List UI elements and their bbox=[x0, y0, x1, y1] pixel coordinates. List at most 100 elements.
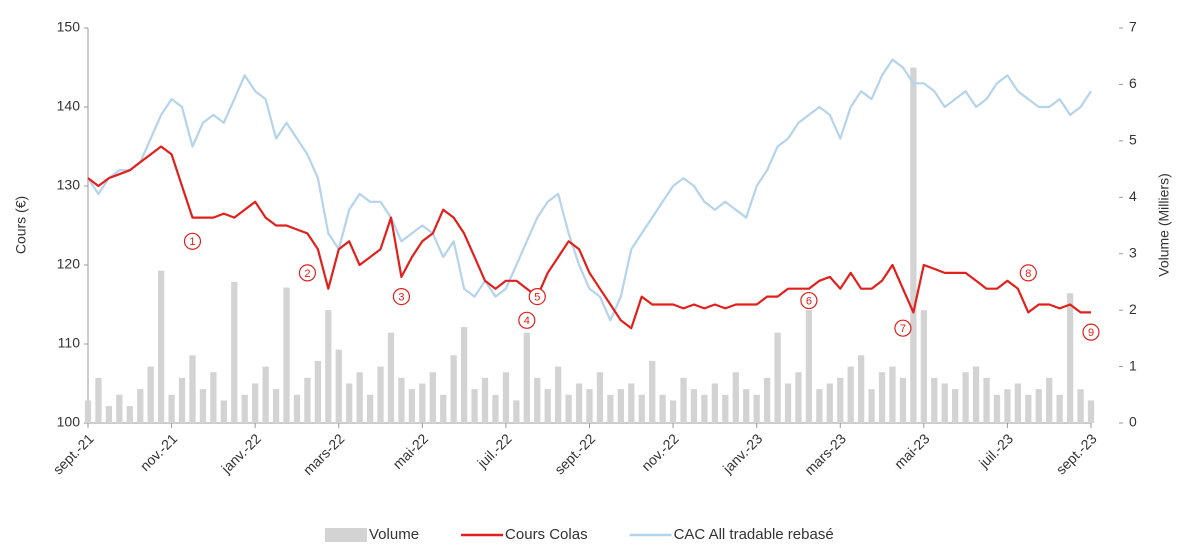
volume-bar bbox=[283, 287, 290, 423]
y-tick-label: 110 bbox=[58, 335, 81, 351]
volume-bar bbox=[168, 394, 175, 423]
volume-bar bbox=[983, 377, 990, 423]
y-tick-label: 150 bbox=[57, 19, 81, 35]
volume-bar bbox=[753, 394, 760, 423]
volume-bar bbox=[565, 394, 572, 423]
volume-bar bbox=[1077, 389, 1084, 423]
annotation-label: 1 bbox=[189, 236, 195, 248]
y2-tick-label: 4 bbox=[1129, 188, 1137, 204]
x-tick-label: juil.-23 bbox=[975, 430, 1016, 471]
volume-bar bbox=[314, 360, 321, 423]
volume-bar bbox=[147, 366, 154, 423]
volume-bar bbox=[387, 332, 395, 423]
volume-bar bbox=[262, 366, 269, 423]
volume-bar bbox=[178, 377, 186, 423]
volume-bar bbox=[972, 366, 980, 423]
annotation-label: 9 bbox=[1088, 327, 1094, 339]
volume-bar bbox=[335, 349, 342, 423]
volume-bar bbox=[293, 394, 301, 423]
annotation-marker bbox=[1019, 264, 1037, 282]
volume-bar bbox=[513, 400, 520, 423]
volume-bar bbox=[272, 389, 280, 423]
x-tick-label: sept.-21 bbox=[50, 430, 97, 477]
volume-bar bbox=[1046, 377, 1053, 423]
volume-bar bbox=[460, 327, 468, 423]
volume-bar bbox=[858, 355, 865, 423]
y2-tick-label: 1 bbox=[1129, 357, 1137, 373]
volume-bar bbox=[952, 389, 959, 423]
volume-bar bbox=[575, 383, 583, 423]
volume-bar bbox=[889, 366, 896, 423]
volume-bar bbox=[931, 377, 938, 423]
volume-bar bbox=[325, 310, 332, 423]
x-tick-label: sept.-23 bbox=[1053, 430, 1100, 477]
volume-bar bbox=[1025, 394, 1032, 423]
volume-bar bbox=[774, 332, 781, 423]
annotation-label: 4 bbox=[524, 315, 530, 327]
volume-bar bbox=[649, 360, 656, 423]
legend-label: CAC All tradable rebasé bbox=[674, 526, 834, 543]
volume-bar bbox=[534, 377, 541, 423]
volume-bar bbox=[993, 394, 1001, 423]
volume-bar bbox=[471, 389, 478, 423]
x-tick-label: mars-23 bbox=[801, 430, 849, 478]
volume-bar bbox=[356, 372, 363, 423]
legend-label: Volume bbox=[369, 526, 419, 543]
annotation-marker bbox=[518, 311, 536, 329]
volume-bar bbox=[722, 394, 729, 423]
volume-bar bbox=[826, 383, 833, 423]
annotation-marker bbox=[1082, 323, 1100, 341]
volume-bar bbox=[241, 394, 248, 423]
volume-bar bbox=[868, 389, 875, 423]
annotation-label: 6 bbox=[806, 295, 812, 307]
volume-bar bbox=[847, 366, 854, 423]
volume-bar bbox=[429, 372, 436, 423]
x-tick-label: sept.-22 bbox=[551, 430, 598, 477]
x-tick-label: nov.-22 bbox=[638, 430, 682, 474]
price-line bbox=[87, 145, 1091, 330]
volume-bar bbox=[84, 400, 92, 423]
volume-bar bbox=[1035, 389, 1042, 423]
volume-bar bbox=[116, 394, 123, 423]
volume-bar bbox=[220, 400, 227, 423]
volume-bar bbox=[252, 383, 259, 423]
volume-bar bbox=[784, 383, 792, 423]
volume-bar bbox=[607, 394, 614, 423]
x-tick-label: janv.-23 bbox=[719, 430, 766, 477]
volume-bar bbox=[481, 377, 489, 423]
volume-bar bbox=[95, 377, 102, 423]
y-tick-label: 140 bbox=[57, 98, 81, 114]
volume-bar bbox=[638, 394, 645, 423]
volume-bar bbox=[910, 67, 917, 423]
volume-bar bbox=[659, 394, 666, 423]
volume-bar bbox=[210, 372, 217, 423]
volume-bar bbox=[502, 372, 510, 423]
volume-bar bbox=[1066, 293, 1074, 423]
y2-tick-label: 5 bbox=[1129, 132, 1137, 148]
volume-bar bbox=[805, 310, 813, 423]
volume-bar bbox=[596, 372, 604, 423]
annotation-marker bbox=[528, 288, 546, 306]
volume-bar bbox=[544, 389, 551, 423]
annotation-label: 7 bbox=[900, 323, 906, 335]
volume-bar bbox=[617, 389, 624, 423]
volume-bar bbox=[199, 389, 207, 423]
price-line bbox=[87, 58, 1092, 322]
y2-tick-label: 7 bbox=[1129, 19, 1137, 35]
annotation-label: 8 bbox=[1025, 268, 1031, 280]
volume-bar bbox=[366, 394, 374, 423]
volume-bar bbox=[408, 389, 416, 423]
volume-bar bbox=[743, 389, 750, 423]
volume-bar bbox=[920, 310, 927, 423]
volume-bar bbox=[231, 281, 238, 423]
volume-bar bbox=[711, 383, 719, 423]
annotation-marker bbox=[183, 232, 202, 250]
legend-swatch bbox=[325, 528, 367, 542]
volume-bar bbox=[346, 383, 353, 423]
x-tick-label: janv.-22 bbox=[217, 430, 264, 477]
volume-bar bbox=[795, 372, 802, 423]
annotation-label: 5 bbox=[534, 292, 540, 304]
volume-bar bbox=[137, 389, 144, 423]
volume-bar bbox=[377, 366, 384, 423]
